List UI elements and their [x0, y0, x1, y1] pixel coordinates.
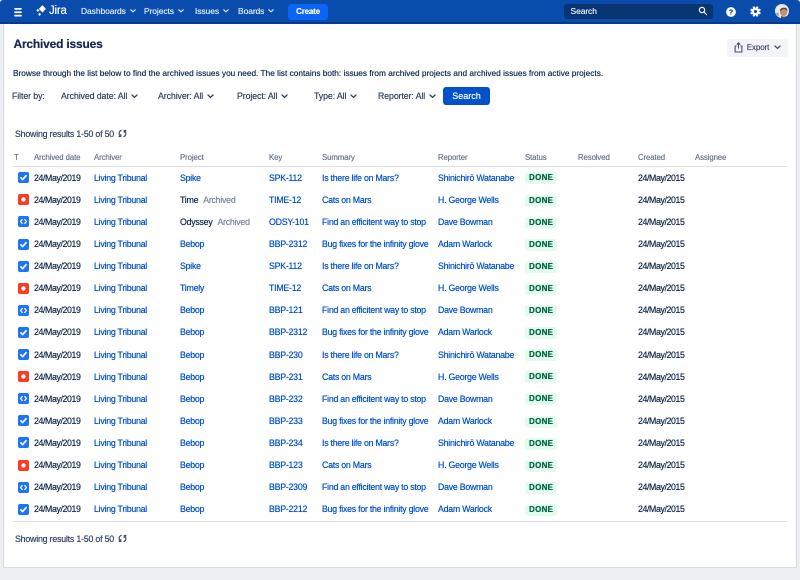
svg-text:?: ?: [729, 9, 733, 16]
